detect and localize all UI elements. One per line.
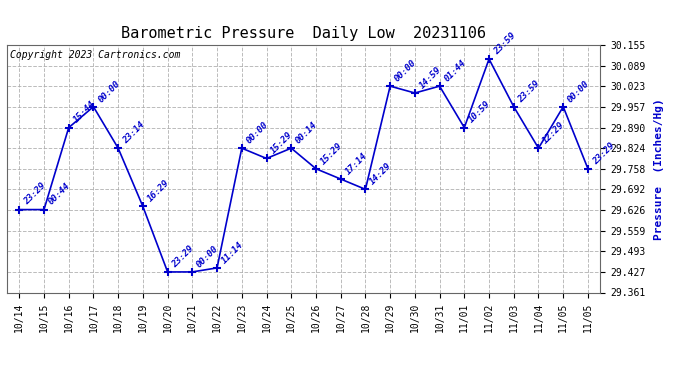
Text: 23:29: 23:29 [22,182,48,207]
Text: 00:00: 00:00 [244,120,270,146]
Text: 23:29: 23:29 [591,141,616,166]
Text: 23:29: 23:29 [170,244,196,269]
Text: 00:00: 00:00 [195,244,221,269]
Text: 23:59: 23:59 [492,31,518,56]
Text: 17:14: 17:14 [344,151,369,176]
Text: 15:29: 15:29 [319,141,344,166]
Y-axis label: Pressure  (Inches/Hg): Pressure (Inches/Hg) [653,98,664,240]
Text: 00:14: 00:14 [294,120,319,146]
Text: 23:14: 23:14 [121,120,146,146]
Text: 15:29: 15:29 [269,130,295,156]
Text: 16:29: 16:29 [146,178,171,204]
Text: 00:44: 00:44 [47,182,72,207]
Text: 01:44: 01:44 [442,58,468,83]
Text: 23:59: 23:59 [517,79,542,104]
Text: Copyright 2023 Cartronics.com: Copyright 2023 Cartronics.com [10,50,180,60]
Text: 15:44: 15:44 [72,99,97,125]
Text: 14:29: 14:29 [368,161,393,186]
Text: 12:29: 12:29 [541,120,566,146]
Text: 00:00: 00:00 [96,79,121,104]
Text: 10:59: 10:59 [467,99,493,125]
Text: 14:59: 14:59 [417,65,443,90]
Text: 11:14: 11:14 [220,240,245,265]
Text: 00:00: 00:00 [393,58,418,83]
Text: 00:00: 00:00 [566,79,591,104]
Title: Barometric Pressure  Daily Low  20231106: Barometric Pressure Daily Low 20231106 [121,26,486,41]
